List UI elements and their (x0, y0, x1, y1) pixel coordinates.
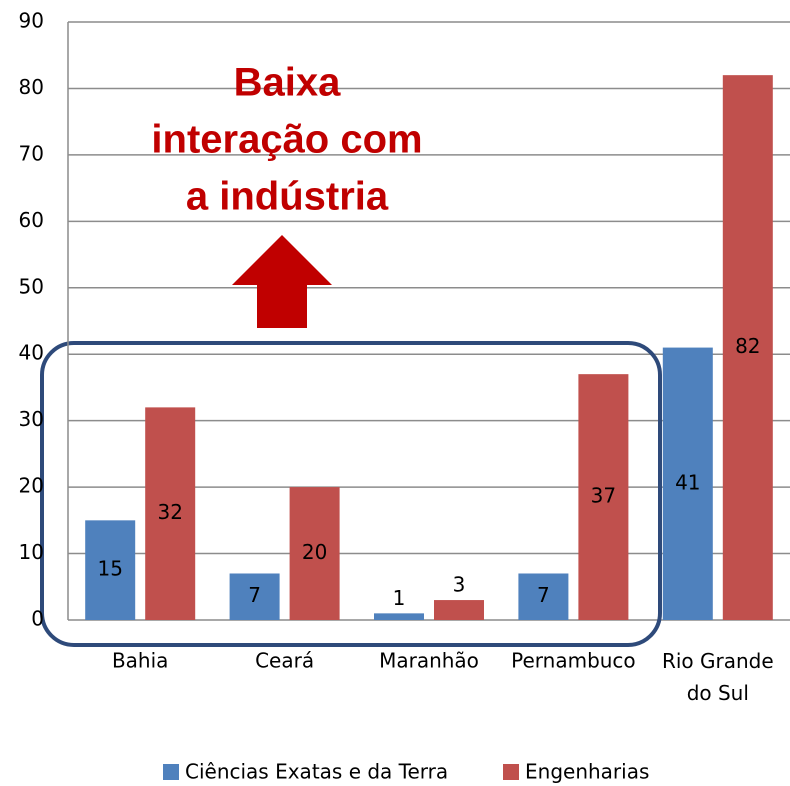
value-label: 32 (157, 500, 182, 524)
arrow (232, 235, 332, 328)
x-tick-label: Rio Grande do Sul (662, 649, 774, 705)
y-tick-label: 40 (19, 341, 44, 365)
legend-swatch (503, 764, 519, 780)
bar (662, 347, 713, 620)
highlight-box (40, 341, 662, 647)
annotation: Baixa (234, 61, 341, 105)
y-tick-label: 90 (19, 9, 44, 33)
label-line: Rio Grande (662, 649, 774, 673)
value-label: 20 (302, 540, 327, 564)
y-tick-label: 80 (19, 75, 44, 99)
y-tick-label: 60 (19, 208, 44, 232)
bar (85, 520, 136, 620)
value-label: 37 (591, 484, 616, 508)
bar (374, 613, 424, 620)
x-tick-label: Bahia (112, 649, 168, 673)
legend-label: Engenharias (525, 760, 649, 784)
bar (518, 573, 569, 620)
bar (289, 487, 340, 620)
annotation: a indústria (186, 175, 389, 219)
value-label: 3 (453, 573, 466, 597)
y-tick-label: 30 (19, 407, 44, 431)
y-tick-label: 10 (19, 540, 44, 564)
x-tick-label: Maranhão (379, 649, 479, 673)
label-line: do Sul (687, 681, 749, 705)
legend-swatch (163, 764, 179, 780)
annotation: interação com (151, 118, 422, 162)
bar (434, 600, 484, 620)
bar (145, 407, 196, 620)
x-tick-label: Pernambuco (511, 649, 636, 673)
x-tick-label: Ceará (255, 649, 314, 673)
value-label: 1 (393, 586, 406, 610)
bar (578, 374, 629, 620)
bar (229, 573, 280, 620)
legend-label: Ciências Exatas e da Terra (185, 760, 448, 784)
value-label: 82 (735, 334, 760, 358)
y-tick-label: 20 (19, 474, 44, 498)
y-tick-label: 70 (19, 141, 44, 165)
value-label: 41 (675, 470, 700, 494)
bar (722, 75, 773, 620)
value-label: 15 (97, 557, 122, 581)
y-tick-label: 0 (31, 607, 44, 631)
value-label: 7 (537, 583, 550, 607)
y-tick-label: 50 (19, 274, 44, 298)
value-label: 7 (248, 583, 261, 607)
